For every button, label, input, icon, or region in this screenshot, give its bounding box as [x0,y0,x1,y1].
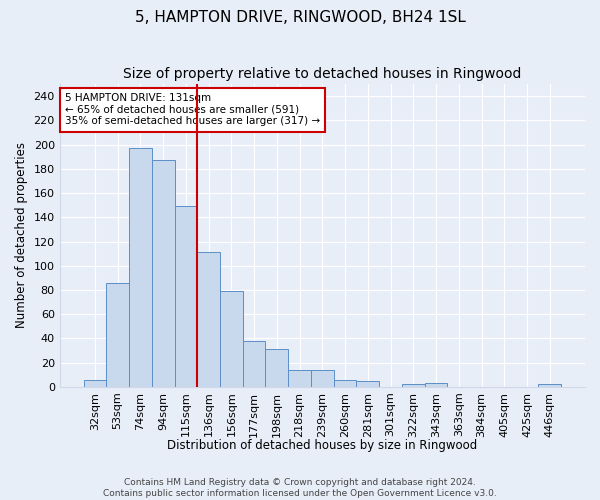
Bar [106,282,129,387]
Y-axis label: Number of detached properties: Number of detached properties [15,142,28,328]
Bar [152,160,175,387]
Bar [288,370,311,387]
Bar [243,341,265,387]
Text: Contains HM Land Registry data © Crown copyright and database right 2024.
Contai: Contains HM Land Registry data © Crown c… [103,478,497,498]
Bar [425,383,448,387]
Text: 5 HAMPTON DRIVE: 131sqm
← 65% of detached houses are smaller (591)
35% of semi-d: 5 HAMPTON DRIVE: 131sqm ← 65% of detache… [65,93,320,126]
Bar [265,350,288,387]
Bar [129,148,152,387]
Bar [334,380,356,387]
Bar [402,384,425,387]
Bar [197,252,220,387]
Bar [83,380,106,387]
Bar [538,384,561,387]
X-axis label: Distribution of detached houses by size in Ringwood: Distribution of detached houses by size … [167,440,478,452]
Bar [311,370,334,387]
Text: 5, HAMPTON DRIVE, RINGWOOD, BH24 1SL: 5, HAMPTON DRIVE, RINGWOOD, BH24 1SL [134,10,466,25]
Title: Size of property relative to detached houses in Ringwood: Size of property relative to detached ho… [123,68,521,82]
Bar [220,291,243,387]
Bar [356,381,379,387]
Bar [175,206,197,387]
